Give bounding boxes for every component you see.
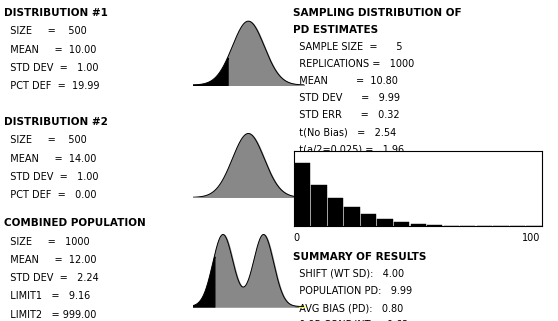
Text: PCT DEF  =   0.00: PCT DEF = 0.00 <box>4 190 97 200</box>
Text: 0.95 CONF INT:  ±0.62: 0.95 CONF INT: ±0.62 <box>293 320 408 321</box>
Text: MEAN     =  10.00: MEAN = 10.00 <box>4 45 97 55</box>
Text: DISTRIBUTION #2: DISTRIBUTION #2 <box>4 117 108 127</box>
Text: DISTRIBUTION #1: DISTRIBUTION #1 <box>4 8 108 18</box>
Text: PD ESTIMATES: PD ESTIMATES <box>293 25 378 35</box>
Bar <box>311 186 326 226</box>
Text: MEAN         =  10.80: MEAN = 10.80 <box>293 76 398 86</box>
Text: STD DEV  =   1.00: STD DEV = 1.00 <box>4 63 99 73</box>
Text: REPLICATIONS =   1000: REPLICATIONS = 1000 <box>293 59 414 69</box>
Text: STD DEV  =   2.24: STD DEV = 2.24 <box>4 273 99 283</box>
Text: COMBINED POPULATION: COMBINED POPULATION <box>4 218 146 228</box>
Text: t(No Bias)   =   2.54: t(No Bias) = 2.54 <box>293 127 396 137</box>
Bar <box>411 224 426 226</box>
Bar <box>378 219 393 226</box>
Text: LIMIT2   = 999.00: LIMIT2 = 999.00 <box>4 310 97 320</box>
Text: t(a/2=0.025) =   1.96: t(a/2=0.025) = 1.96 <box>293 144 404 154</box>
Text: SAMPLE SIZE  =      5: SAMPLE SIZE = 5 <box>293 42 402 52</box>
Text: LIMIT1   =   9.16: LIMIT1 = 9.16 <box>4 291 91 301</box>
Bar <box>295 163 310 226</box>
Text: MEAN     =  14.00: MEAN = 14.00 <box>4 154 97 164</box>
Text: STD DEV  =   1.00: STD DEV = 1.00 <box>4 172 99 182</box>
Text: 100: 100 <box>522 233 540 243</box>
Bar <box>361 214 376 226</box>
Bar <box>328 198 343 226</box>
Text: SHIFT (WT SD):   4.00: SHIFT (WT SD): 4.00 <box>293 269 404 279</box>
Text: PCT DEF  =  19.99: PCT DEF = 19.99 <box>4 81 100 91</box>
Text: POPULATION PD:   9.99: POPULATION PD: 9.99 <box>293 286 412 296</box>
Text: SIZE     =    500: SIZE = 500 <box>4 26 87 36</box>
Text: SIZE     =   1000: SIZE = 1000 <box>4 237 90 247</box>
Text: 0: 0 <box>293 233 299 243</box>
Bar <box>427 225 442 226</box>
Text: AVG BIAS (PD):   0.80: AVG BIAS (PD): 0.80 <box>293 303 403 313</box>
Bar <box>344 207 359 226</box>
Text: STD ERR      =   0.32: STD ERR = 0.32 <box>293 110 400 120</box>
Text: SUMMARY OF RESULTS: SUMMARY OF RESULTS <box>293 252 426 262</box>
Text: STD DEV      =   9.99: STD DEV = 9.99 <box>293 93 400 103</box>
Bar <box>394 222 409 226</box>
Text: SAMPLING DISTRIBUTION OF: SAMPLING DISTRIBUTION OF <box>293 8 461 18</box>
Text: SIZE     =    500: SIZE = 500 <box>4 135 87 145</box>
Text: MEAN     =  12.00: MEAN = 12.00 <box>4 255 97 265</box>
